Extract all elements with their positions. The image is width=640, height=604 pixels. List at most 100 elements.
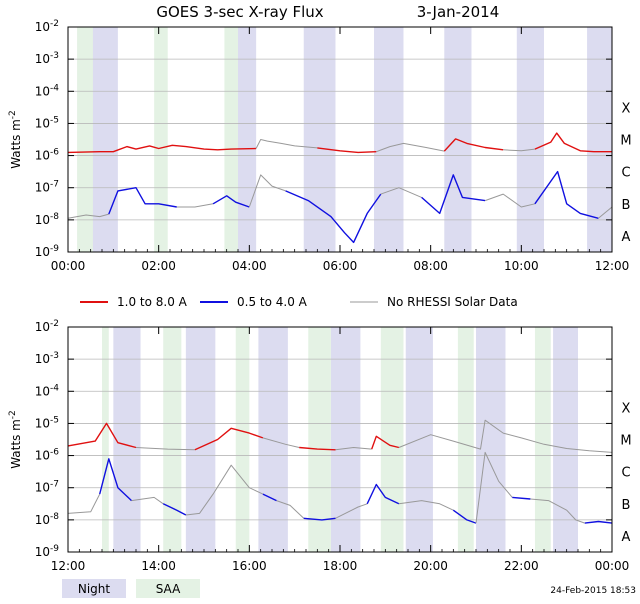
legend-label: No RHESSI Solar Data [387, 295, 518, 309]
y-tick-exp: -3 [50, 51, 59, 61]
y-tick-base: 10 [35, 116, 50, 130]
y-tick-base: 10 [35, 52, 50, 66]
timestamp: 24-Feb-2015 18:53 [550, 586, 636, 596]
y-tick-label: 10-8 [35, 212, 60, 227]
band-legend-label: SAA [156, 582, 181, 596]
series-line [371, 435, 400, 450]
saa-band [102, 327, 109, 552]
y-tick-label: 10-2 [35, 19, 59, 34]
series-line [503, 148, 535, 152]
flare-class-label: C [621, 166, 630, 181]
y-tick-exp: -6 [50, 448, 59, 458]
band-legend-label: Night [78, 582, 111, 596]
chart-date: 3-Jan-2014 [417, 3, 500, 21]
flare-class-label: A [622, 530, 631, 545]
saa-band [163, 327, 182, 552]
legend-label: 1.0 to 8.0 A [117, 295, 188, 309]
x-tick-label: 00:00 [595, 559, 630, 573]
panel-1: 10-210-310-410-510-610-710-810-9XMCBA00:… [8, 19, 632, 273]
y-tick-base: 10 [35, 513, 50, 527]
y-tick-label: 10-5 [35, 415, 59, 430]
y-tick-base: 10 [35, 213, 50, 227]
y-tick-exp: -4 [50, 383, 59, 393]
series-line [452, 509, 477, 524]
series-line [598, 206, 613, 219]
y-tick-label: 10-3 [35, 51, 59, 66]
y-tick-label: 10-7 [35, 480, 59, 495]
night-band [113, 327, 141, 552]
x-tick-label: 12:00 [595, 259, 630, 273]
y-tick-label: 10-8 [35, 512, 60, 527]
night-band [303, 27, 336, 252]
y-tick-base: 10 [35, 384, 50, 398]
y-tick-exp: -2 [50, 19, 59, 29]
night-band [374, 27, 404, 252]
series-line [534, 170, 599, 219]
series-line [176, 203, 214, 208]
flare-class-label: B [622, 198, 631, 213]
y-tick-exp: -2 [50, 319, 59, 329]
y-axis-label: Watts m-2 [8, 410, 23, 469]
x-tick-label: 22:00 [504, 559, 539, 573]
x-tick-label: 00:00 [51, 259, 86, 273]
series-line [303, 517, 336, 521]
saa-band [380, 327, 404, 552]
series-line [530, 498, 585, 524]
series-line [99, 458, 132, 502]
series-line [443, 138, 504, 152]
y-tick-label: 10-7 [35, 180, 59, 195]
night-band [476, 327, 506, 552]
series-line [299, 446, 336, 451]
y-tick-base: 10 [35, 149, 50, 163]
y-tick-exp: -7 [50, 180, 59, 190]
series-line [534, 132, 612, 153]
series-line [335, 503, 368, 519]
band-legend-swatch [136, 579, 200, 598]
y-tick-exp: -9 [50, 544, 59, 554]
flare-class-label: X [622, 401, 631, 416]
y-tick-exp: -4 [50, 83, 59, 93]
series-line [398, 419, 613, 453]
flare-class-label: B [622, 498, 631, 513]
series-line [131, 496, 164, 505]
x-tick-label: 04:00 [232, 259, 267, 273]
panel-2: 10-210-310-410-510-610-710-810-9XMCBA12:… [8, 319, 632, 573]
night-band [330, 327, 361, 552]
saa-band [457, 327, 474, 552]
series-line [67, 213, 109, 219]
y-tick-label: 10-5 [35, 115, 59, 130]
series-line [512, 496, 531, 500]
x-tick-label: 12:00 [51, 559, 86, 573]
series-line [335, 447, 372, 451]
y-tick-base: 10 [35, 416, 50, 430]
y-tick-label: 10-2 [35, 319, 59, 334]
y-tick-exp: -8 [50, 512, 59, 522]
y-tick-label: 10-4 [35, 383, 60, 398]
night-band [553, 327, 578, 552]
series-line [135, 447, 195, 451]
saa-band [308, 327, 331, 552]
y-tick-base: 10 [35, 320, 50, 334]
series-line [276, 500, 305, 519]
legend-label: 0.5 to 4.0 A [237, 295, 308, 309]
y-tick-label: 10-4 [35, 83, 60, 98]
series-line [248, 174, 286, 208]
series-line [212, 195, 250, 208]
y-tick-label: 10-3 [35, 351, 59, 366]
y-axis-label-sup: -2 [8, 110, 18, 119]
y-tick-base: 10 [35, 449, 50, 463]
x-tick-label: 08:00 [413, 259, 448, 273]
series-line [421, 174, 486, 215]
x-tick-label: 20:00 [413, 559, 448, 573]
y-tick-label: 10-9 [35, 244, 60, 259]
x-tick-label: 10:00 [504, 259, 539, 273]
series-line [162, 503, 187, 516]
series-line [262, 493, 277, 502]
series-line [255, 139, 318, 149]
y-tick-exp: -5 [50, 115, 59, 125]
x-tick-label: 14:00 [141, 559, 176, 573]
y-axis-label-text: Watts m [9, 419, 23, 469]
saa-band [224, 27, 238, 252]
